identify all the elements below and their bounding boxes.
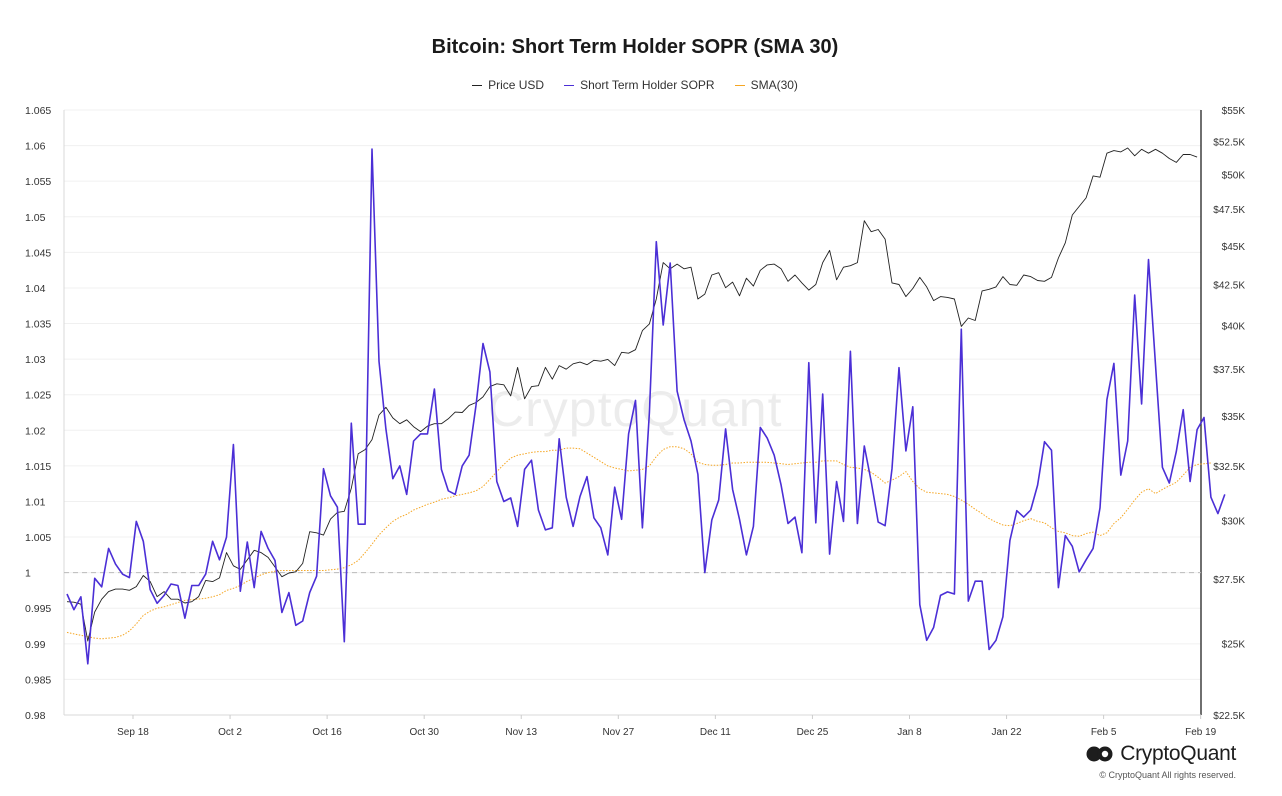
y-left-tick-label: 0.99 [25, 639, 46, 651]
y-right-tick-label: $27.5K [1213, 575, 1245, 586]
watermark: CryptoQuant [488, 381, 783, 437]
cryptoquant-logo-icon [1086, 746, 1113, 762]
legend-swatch-sopr [564, 84, 575, 86]
y-right-tick-label: $32.5K [1213, 462, 1245, 473]
y-right-tick-label: $22.5K [1213, 711, 1245, 722]
y-left-tick-label: 1.005 [25, 532, 51, 544]
legend-item-price[interactable]: Price USD [472, 78, 544, 92]
legend-swatch-price [472, 84, 483, 86]
legend-label-sma: SMA(30) [750, 78, 798, 92]
brand-name: CryptoQuant [1120, 742, 1236, 765]
series-price-line [66, 147, 1198, 642]
y-left-tick-label: 1.065 [25, 105, 51, 117]
x-tick-label: Dec 25 [797, 727, 829, 738]
y-right-tick-label: $30K [1222, 516, 1246, 527]
x-tick-label: Oct 16 [312, 727, 342, 738]
legend-label-price: Price USD [488, 78, 545, 92]
x-tick-label: Oct 2 [218, 727, 242, 738]
y-left-tick-label: 1.045 [25, 247, 51, 259]
y-left-tick-label: 1.06 [25, 141, 46, 153]
y-left-tick-label: 1 [25, 568, 31, 580]
y-left-tick-label: 1.05 [25, 212, 46, 224]
y-left-tick-label: 1.02 [25, 425, 46, 437]
x-tick-label: Feb 5 [1091, 727, 1117, 738]
y-left-tick-label: 1.025 [25, 390, 51, 402]
copyright-text: © CryptoQuant All rights reserved. [1099, 770, 1236, 780]
y-left-tick-label: 1.03 [25, 354, 46, 366]
x-tick-label: Oct 30 [409, 727, 439, 738]
legend-swatch-sma [734, 84, 745, 86]
x-tick-label: Dec 11 [700, 727, 731, 738]
y-left-tick-label: 1.04 [25, 283, 46, 295]
y-right-tick-label: $50K [1222, 171, 1246, 182]
y-right-tick-label: $25K [1222, 640, 1246, 651]
y-right-tick-label: $37.5K [1213, 365, 1245, 376]
legend-item-sopr[interactable]: Short Term Holder SOPR [564, 78, 715, 92]
y-right-tick-label: $40K [1222, 322, 1246, 333]
y-left-tick-label: 0.985 [25, 674, 51, 686]
series-sma30-line [66, 446, 1211, 640]
x-tick-label: Sep 18 [117, 727, 149, 738]
legend-label-sopr: Short Term Holder SOPR [580, 78, 715, 92]
y-left-tick-label: 1.055 [25, 176, 51, 188]
y-left-tick-label: 1.015 [25, 461, 51, 473]
x-tick-label: Nov 27 [602, 727, 634, 738]
x-tick-label: Nov 13 [505, 727, 537, 738]
y-left-tick-label: 1.035 [25, 319, 51, 331]
y-right-tick-label: $35K [1222, 412, 1246, 423]
y-left-tick-label: 0.98 [25, 710, 46, 722]
x-tick-label: Jan 8 [897, 727, 922, 738]
y-left-tick-label: 0.995 [25, 603, 51, 615]
legend-item-sma[interactable]: SMA(30) [734, 78, 798, 92]
y-right-tick-label: $45K [1222, 242, 1246, 253]
chart-title: Bitcoin: Short Term Holder SOPR (SMA 30) [431, 36, 839, 58]
y-right-tick-label: $42.5K [1213, 281, 1245, 292]
chart-legend: Price USD Short Term Holder SOPR SMA(30) [0, 78, 1270, 92]
y-right-tick-label: $55K [1222, 106, 1246, 117]
y-right-tick-label: $52.5K [1213, 137, 1245, 148]
x-tick-label: Jan 22 [992, 727, 1022, 738]
brand-logo: CryptoQuant [1086, 742, 1236, 766]
y-left-tick-label: 1.01 [25, 496, 46, 508]
series-sopr-line [66, 148, 1226, 665]
x-tick-label: Feb 19 [1185, 727, 1217, 738]
y-right-tick-label: $47.5K [1213, 205, 1245, 216]
